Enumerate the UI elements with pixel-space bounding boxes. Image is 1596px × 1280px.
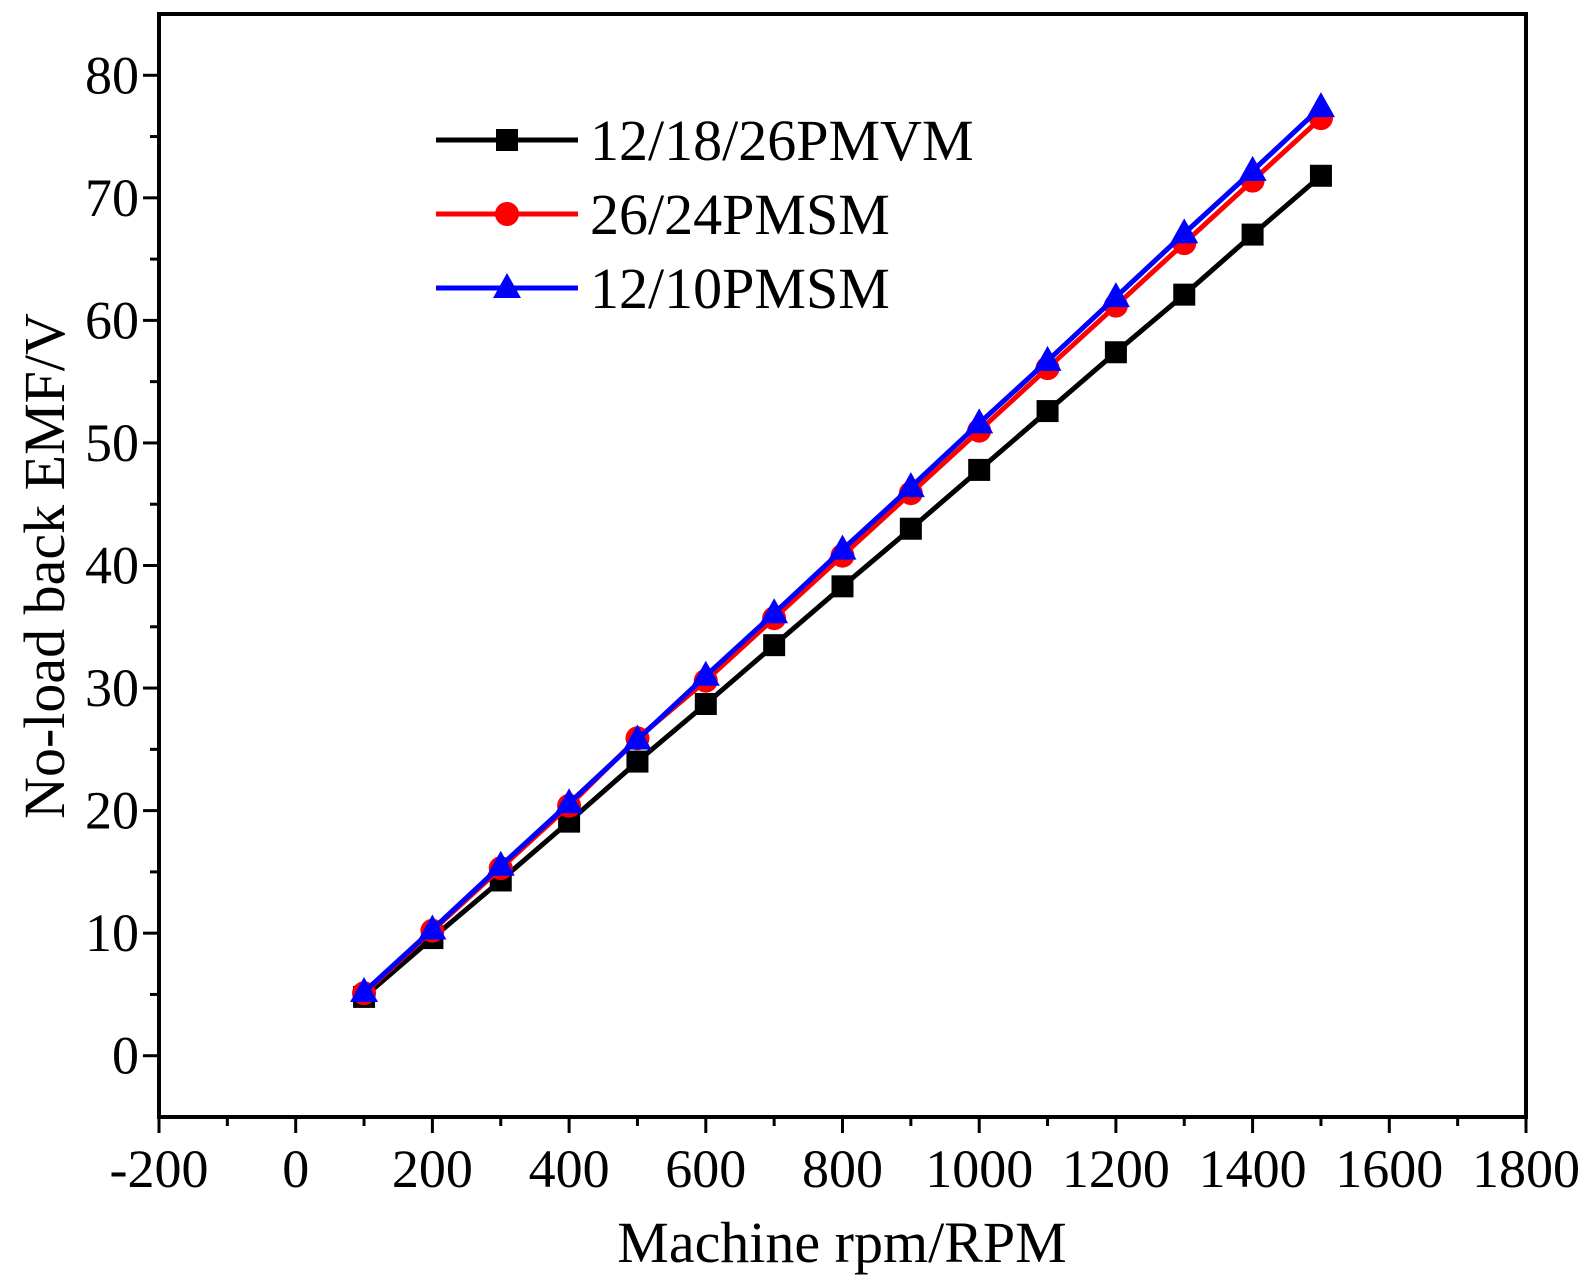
- x-tick-label: 600: [665, 1139, 746, 1199]
- data-point: [896, 472, 925, 498]
- y-tick-label: 60: [85, 290, 139, 350]
- y-tick-label: 10: [85, 903, 139, 963]
- plot-frame: [157, 12, 1528, 1119]
- legend-label: 26/24PMSM: [590, 182, 890, 247]
- x-tick-label: 200: [392, 1139, 473, 1199]
- data-point: [694, 692, 717, 715]
- x-tick-label: 1200: [1062, 1139, 1170, 1199]
- legend-item: 12/18/26PMVM: [436, 108, 974, 173]
- data-point: [418, 914, 447, 940]
- legend: 12/18/26PMVM 26/24PMSM 12/10PMSM: [436, 108, 974, 321]
- data-point: [623, 724, 652, 750]
- y-tick-label: 0: [112, 1026, 139, 1086]
- y-tick-label: 30: [85, 658, 139, 718]
- data-point: [1173, 283, 1196, 306]
- series-3: [350, 92, 1335, 1002]
- x-tick-label: 1800: [1472, 1139, 1580, 1199]
- x-tick-label: -200: [110, 1139, 209, 1199]
- y-axis-title: No-load back EMF/V: [12, 313, 77, 819]
- y-tick-label: 70: [85, 168, 139, 228]
- data-point: [760, 598, 789, 624]
- x-tick-label: 800: [802, 1139, 883, 1199]
- data-point: [626, 750, 649, 773]
- data-point: [1101, 282, 1130, 308]
- legend-item: 12/10PMSM: [436, 256, 890, 321]
- data-point: [691, 660, 720, 686]
- x-axis-title: Machine rpm/RPM: [617, 1210, 1066, 1275]
- legend-label: 12/10PMSM: [590, 256, 890, 321]
- data-point: [831, 575, 854, 598]
- y-tick-label: 20: [85, 781, 139, 841]
- y-tick-label: 40: [85, 536, 139, 596]
- data-point: [555, 788, 584, 814]
- data-point: [1036, 400, 1059, 423]
- data-point: [1033, 345, 1062, 371]
- data-point: [1238, 155, 1267, 181]
- legend-marker: [493, 273, 521, 298]
- data-point: [968, 458, 991, 481]
- data-point: [1309, 164, 1332, 187]
- data-point: [899, 517, 922, 540]
- data-point: [1241, 223, 1264, 246]
- data-point: [1170, 218, 1199, 244]
- x-tick-label: 0: [282, 1139, 309, 1199]
- x-tick-label: 1000: [925, 1139, 1033, 1199]
- legend-marker: [495, 202, 519, 226]
- series-layer: [350, 92, 1335, 1008]
- series-1: [353, 164, 1332, 1008]
- data-point: [1104, 341, 1127, 364]
- tick-labels: -200 0 200 400 600 800 1000 1200 1400 1600 1800 0 10…: [85, 45, 1580, 1199]
- x-tick-label: 400: [529, 1139, 610, 1199]
- data-point: [1306, 92, 1335, 118]
- data-point: [828, 534, 857, 560]
- legend-label: 12/18/26PMVM: [590, 108, 974, 173]
- data-point: [763, 634, 786, 657]
- y-tick-label: 50: [85, 413, 139, 473]
- x-tick-label: 1400: [1199, 1139, 1307, 1199]
- x-tick-label: 1600: [1335, 1139, 1443, 1199]
- data-point: [486, 850, 515, 876]
- data-point: [350, 976, 379, 1002]
- y-tick-label: 80: [85, 45, 139, 105]
- legend-item: 26/24PMSM: [436, 182, 890, 247]
- data-point: [965, 408, 994, 434]
- legend-marker: [496, 129, 518, 151]
